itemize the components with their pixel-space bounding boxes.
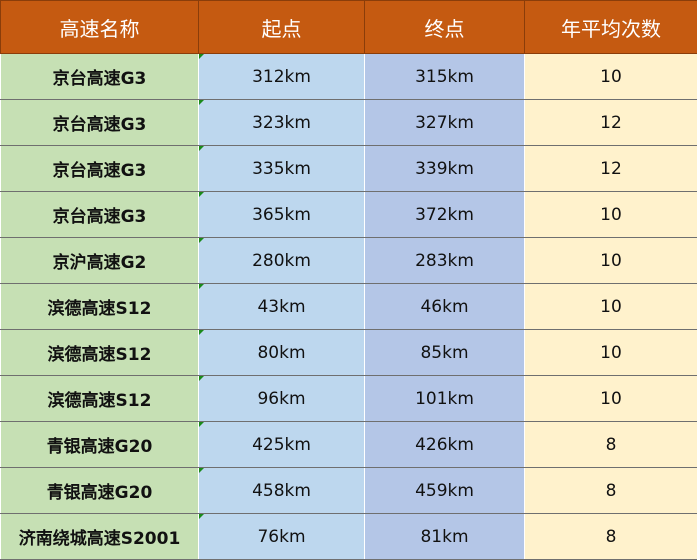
- highway-name-cell[interactable]: 滨德高速S12: [1, 284, 199, 330]
- end-cell[interactable]: 85km: [365, 330, 525, 376]
- frequency-cell[interactable]: 12: [525, 146, 697, 192]
- end-cell[interactable]: 81km: [365, 514, 525, 560]
- highway-name-cell[interactable]: 京台高速G3: [1, 100, 199, 146]
- highway-name-cell[interactable]: 青银高速G20: [1, 422, 199, 468]
- highway-name-cell[interactable]: 滨德高速S12: [1, 330, 199, 376]
- highway-name-cell[interactable]: 京沪高速G2: [1, 238, 199, 284]
- header-end: 终点: [365, 1, 525, 54]
- frequency-cell[interactable]: 12: [525, 100, 697, 146]
- highway-name-cell[interactable]: 济南绕城高速S2001: [1, 514, 199, 560]
- start-cell[interactable]: 335km: [199, 146, 365, 192]
- highway-name-cell[interactable]: 京台高速G3: [1, 146, 199, 192]
- start-cell[interactable]: 280km: [199, 238, 365, 284]
- end-cell[interactable]: 426km: [365, 422, 525, 468]
- highway-name-cell[interactable]: 滨德高速S12: [1, 376, 199, 422]
- start-cell[interactable]: 365km: [199, 192, 365, 238]
- header-name: 高速名称: [1, 1, 199, 54]
- frequency-cell[interactable]: 8: [525, 422, 697, 468]
- end-cell[interactable]: 315km: [365, 54, 525, 100]
- start-cell[interactable]: 312km: [199, 54, 365, 100]
- end-cell[interactable]: 339km: [365, 146, 525, 192]
- frequency-cell[interactable]: 8: [525, 468, 697, 514]
- frequency-cell[interactable]: 10: [525, 330, 697, 376]
- frequency-cell[interactable]: 10: [525, 376, 697, 422]
- frequency-cell[interactable]: 10: [525, 54, 697, 100]
- header-row: 高速名称 起点 终点 年平均次数: [1, 1, 697, 54]
- end-cell[interactable]: 327km: [365, 100, 525, 146]
- frequency-cell[interactable]: 10: [525, 192, 697, 238]
- start-cell[interactable]: 425km: [199, 422, 365, 468]
- start-cell[interactable]: 80km: [199, 330, 365, 376]
- end-cell[interactable]: 46km: [365, 284, 525, 330]
- start-cell[interactable]: 96km: [199, 376, 365, 422]
- frequency-cell[interactable]: 10: [525, 284, 697, 330]
- start-cell[interactable]: 76km: [199, 514, 365, 560]
- highway-name-cell[interactable]: 京台高速G3: [1, 54, 199, 100]
- start-cell[interactable]: 323km: [199, 100, 365, 146]
- header-start: 起点: [199, 1, 365, 54]
- end-cell[interactable]: 372km: [365, 192, 525, 238]
- start-cell[interactable]: 43km: [199, 284, 365, 330]
- end-cell[interactable]: 101km: [365, 376, 525, 422]
- frequency-cell[interactable]: 8: [525, 514, 697, 560]
- end-cell[interactable]: 283km: [365, 238, 525, 284]
- highway-name-cell[interactable]: 青银高速G20: [1, 468, 199, 514]
- end-cell[interactable]: 459km: [365, 468, 525, 514]
- highway-name-cell[interactable]: 京台高速G3: [1, 192, 199, 238]
- start-cell[interactable]: 458km: [199, 468, 365, 514]
- frequency-cell[interactable]: 10: [525, 238, 697, 284]
- header-frequency: 年平均次数: [525, 1, 697, 54]
